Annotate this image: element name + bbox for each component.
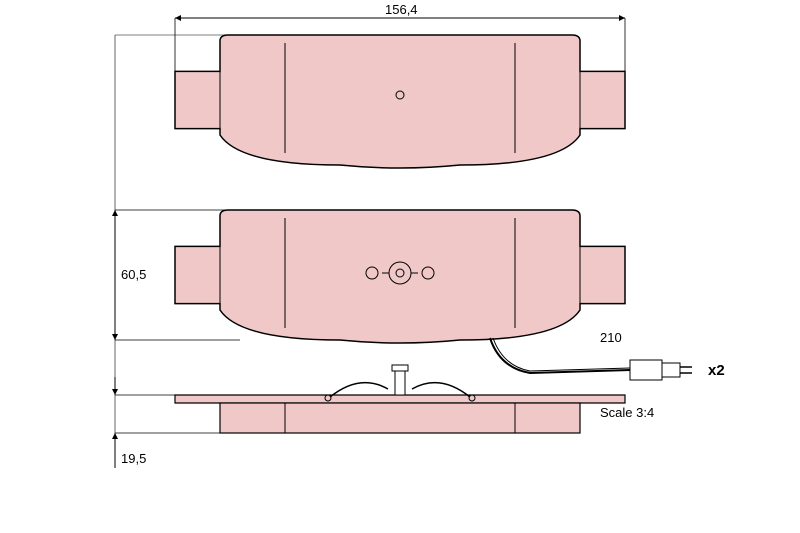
label-multiplier: x2 [708, 362, 725, 379]
drawing-canvas: 210 x2 Scale 3:4 156,4 60,5 19,5 [0, 0, 800, 533]
brake-pad-middle: 210 x2 [175, 210, 725, 380]
dim-wire-length: 210 [600, 330, 622, 345]
brake-pad-side: Scale 3:4 [175, 365, 654, 433]
brake-pad-top [175, 35, 625, 168]
dim-height: 60,5 [121, 267, 146, 282]
label-scale: Scale 3:4 [600, 405, 654, 420]
dim-width: 156,4 [385, 2, 418, 17]
dim-thickness: 19,5 [121, 451, 146, 466]
